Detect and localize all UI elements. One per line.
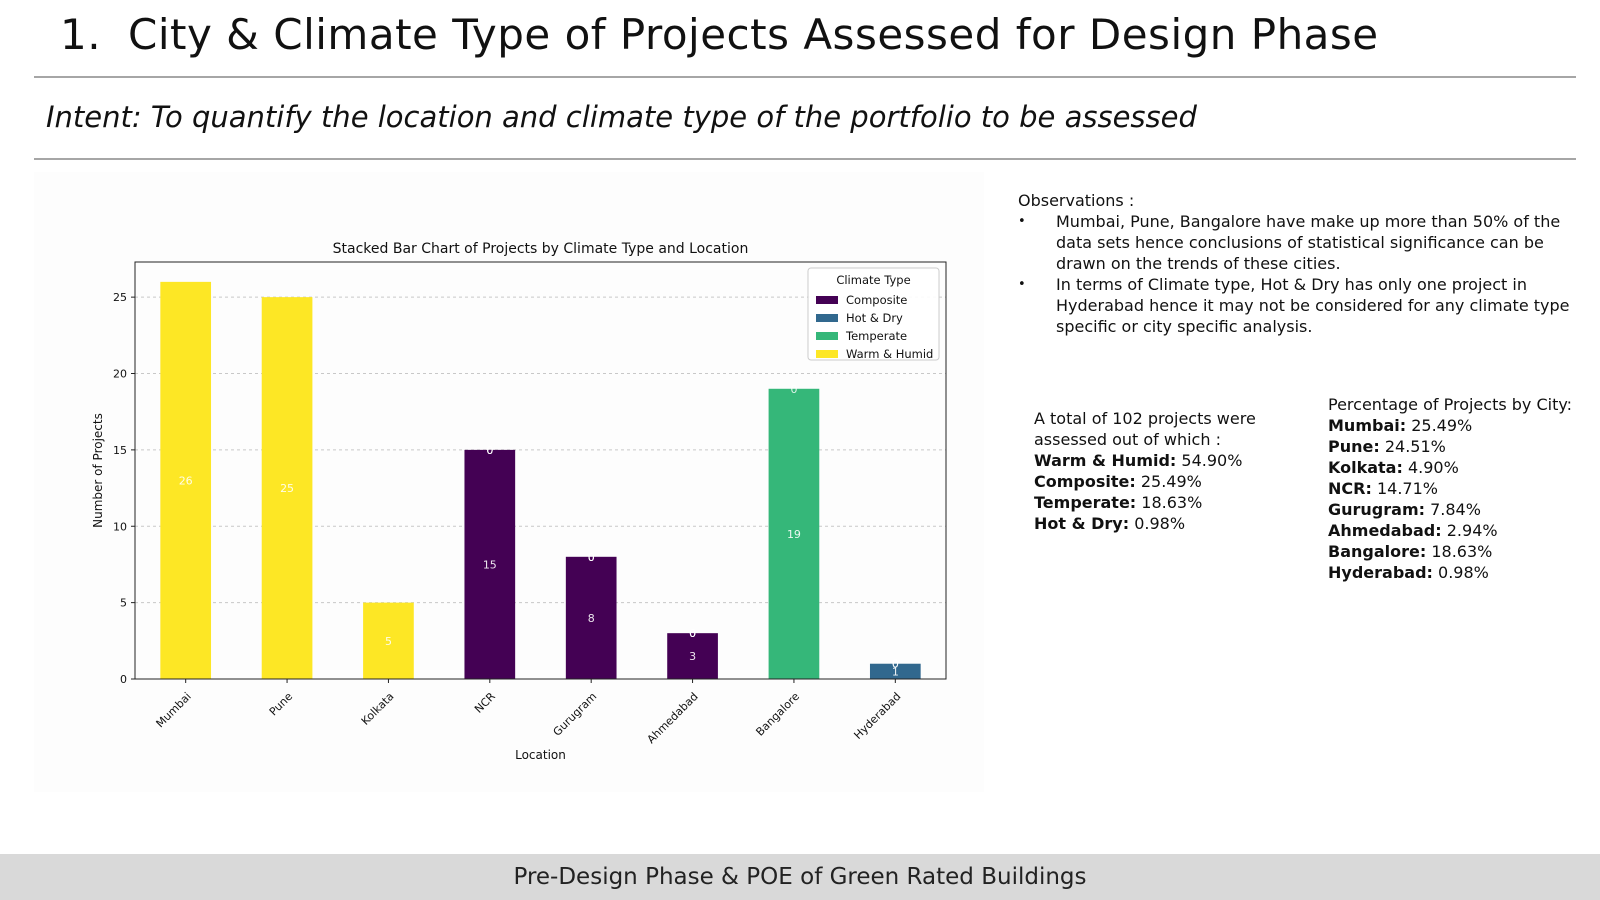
city-percentages: Percentage of Projects by City: Mumbai: … (1328, 394, 1600, 583)
intent-line: Intent: To quantify the location and cli… (46, 100, 1197, 134)
data-label: 0 (892, 658, 899, 671)
data-label: 26 (179, 474, 193, 487)
data-label: 25 (280, 482, 294, 495)
observations-list: Mumbai, Pune, Bangalore have make up mor… (1018, 211, 1578, 337)
y-tick-label: 0 (120, 673, 127, 686)
data-label: 0 (689, 627, 696, 640)
legend-item: Composite (846, 293, 907, 307)
chart-panel: Stacked Bar Chart of Projects by Climate… (34, 172, 984, 792)
chart-title: Stacked Bar Chart of Projects by Climate… (333, 241, 749, 257)
data-label: 8 (588, 612, 595, 625)
x-axis-label: Location (515, 748, 566, 762)
city-row: Hyderabad: 0.98% (1328, 563, 1489, 582)
x-tick-label: NCR (472, 690, 498, 716)
data-label: 1 (892, 665, 899, 678)
slide-number: 1. (60, 10, 102, 59)
bar-segment (869, 663, 921, 679)
climate-totals: A total of 102 projects were assessed ou… (1034, 408, 1294, 534)
total-row: Composite: 25.49% (1034, 472, 1202, 491)
data-label: 3 (689, 650, 696, 663)
city-row: Bangalore: 18.63% (1328, 542, 1493, 561)
city-row: Mumbai: 25.49% (1328, 416, 1473, 435)
data-label: 0 (486, 444, 493, 457)
y-tick-label: 20 (113, 368, 127, 381)
data-label: 5 (385, 635, 392, 648)
legend-title: Climate Type (836, 273, 910, 287)
bar-segment (160, 281, 212, 679)
observation-item: Mumbai, Pune, Bangalore have make up mor… (1018, 211, 1578, 274)
data-label: 0 (689, 627, 696, 640)
city-row: Kolkata: 4.90% (1328, 458, 1459, 477)
bar-segment (565, 556, 617, 679)
legend-swatch (816, 332, 838, 340)
legend-swatch (816, 314, 838, 322)
totals-intro: A total of 102 projects were assessed ou… (1034, 409, 1256, 449)
data-label: 0 (892, 658, 899, 671)
observations-panel: Observations : Mumbai, Pune, Bangalore h… (1018, 190, 1578, 337)
total-row: Warm & Humid: 54.90% (1034, 451, 1243, 470)
bar-segment (464, 449, 516, 679)
bar-segment (363, 602, 414, 679)
total-row: Temperate: 18.63% (1034, 493, 1203, 512)
title-divider (34, 76, 1576, 78)
data-label: 0 (486, 444, 493, 457)
bar-segment (667, 633, 718, 679)
y-tick-label: 10 (113, 520, 127, 533)
observation-item: In terms of Climate type, Hot & Dry has … (1018, 274, 1578, 337)
city-row: Pune: 24.51% (1328, 437, 1446, 456)
y-axis-label: Number of Projects (91, 413, 105, 528)
slide-footer: Pre-Design Phase & POE of Green Rated Bu… (0, 854, 1600, 900)
x-tick-label: Kolkata (359, 690, 397, 728)
data-label: 0 (486, 444, 493, 457)
data-label: 0 (588, 551, 595, 564)
city-row: NCR: 14.71% (1328, 479, 1438, 498)
intent-divider (34, 158, 1576, 160)
data-label: 0 (588, 551, 595, 564)
y-tick-label: 25 (113, 291, 127, 304)
data-label: 19 (787, 528, 801, 541)
legend-swatch (816, 350, 838, 358)
intent-label: Intent: (46, 100, 142, 134)
x-tick-label: Ahmedabad (645, 690, 701, 746)
city-row: Ahmedabad: 2.94% (1328, 521, 1498, 540)
data-label: 0 (790, 383, 797, 396)
legend-item: Hot & Dry (846, 311, 903, 325)
legend-swatch (816, 296, 838, 304)
x-tick-label: Pune (267, 690, 296, 719)
legend-item: Temperate (845, 329, 907, 343)
data-label: 0 (689, 627, 696, 640)
y-tick-label: 5 (120, 597, 127, 610)
legend-item: Warm & Humid (846, 347, 933, 361)
observations-heading: Observations : (1018, 191, 1135, 210)
slide-title: 1. City & Climate Type of Projects Assess… (60, 10, 1379, 59)
x-tick-label: Gurugram (551, 690, 600, 739)
plot-frame (134, 261, 947, 680)
x-tick-label: Mumbai (154, 690, 194, 730)
city-percentages-heading: Percentage of Projects by City: (1328, 395, 1573, 414)
total-row: Hot & Dry: 0.98% (1034, 514, 1186, 533)
x-tick-label: Bangalore (753, 690, 802, 739)
stacked-bar-chart: Stacked Bar Chart of Projects by Climate… (91, 241, 947, 762)
data-label: 0 (588, 551, 595, 564)
legend-box (807, 267, 940, 361)
intent-text: To quantify the location and climate typ… (150, 100, 1197, 134)
slide-title-text: City & Climate Type of Projects Assessed… (128, 10, 1379, 59)
city-row: Gurugram: 7.84% (1328, 500, 1481, 519)
bar-segment (768, 388, 820, 679)
y-tick-label: 15 (113, 444, 127, 457)
x-tick-label: Hyderabad (851, 690, 903, 742)
data-label: 15 (483, 558, 497, 571)
bar-segment (261, 297, 313, 679)
